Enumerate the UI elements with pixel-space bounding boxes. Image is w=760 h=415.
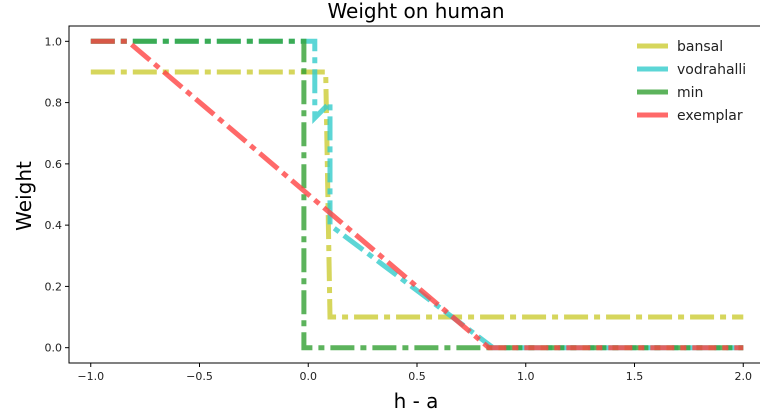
- x-axis-label: h - a: [394, 389, 439, 413]
- y-tick-label: 0.8: [45, 97, 63, 110]
- y-tick-label: 1.0: [45, 35, 63, 48]
- chart-title: Weight on human: [327, 0, 504, 23]
- legend-label-bansal: bansal: [677, 39, 723, 55]
- series-line-bansal: [90, 69, 744, 320]
- x-tick-label: −1.0: [77, 370, 104, 383]
- series-line-vodrahalli: [90, 38, 744, 351]
- y-tick-label: 0.2: [45, 280, 63, 293]
- plot-frame: [68, 25, 760, 364]
- x-tick-label: −0.5: [186, 370, 213, 383]
- x-tick-label: 0.0: [300, 370, 318, 383]
- y-tick-label: 0.6: [45, 158, 63, 171]
- plot-layer: [90, 38, 744, 351]
- x-tick-label: 2.0: [735, 370, 753, 383]
- series-line-min: [90, 38, 744, 351]
- legend-label-exemplar: exemplar: [677, 108, 743, 124]
- x-tick-label: 1.0: [517, 370, 535, 383]
- y-tick-label: 0.0: [45, 342, 63, 355]
- x-tick-label: 1.5: [626, 370, 644, 383]
- y-axis-label: Weight: [12, 161, 36, 231]
- ticks-layer: −1.0 −0.5 0.0 0.5 1.0 1.5 2.0 0.0 0.2 0.4 0.6 0.8 1.…: [45, 35, 753, 383]
- legend-label-vodrahalli: vodrahalli: [677, 62, 746, 78]
- legend: bansal vodrahalli min exemplar: [637, 39, 746, 124]
- legend-label-min: min: [677, 85, 703, 101]
- series-line-exemplar: [90, 38, 744, 351]
- y-tick-label: 0.4: [45, 219, 63, 232]
- x-tick-label: 0.5: [408, 370, 426, 383]
